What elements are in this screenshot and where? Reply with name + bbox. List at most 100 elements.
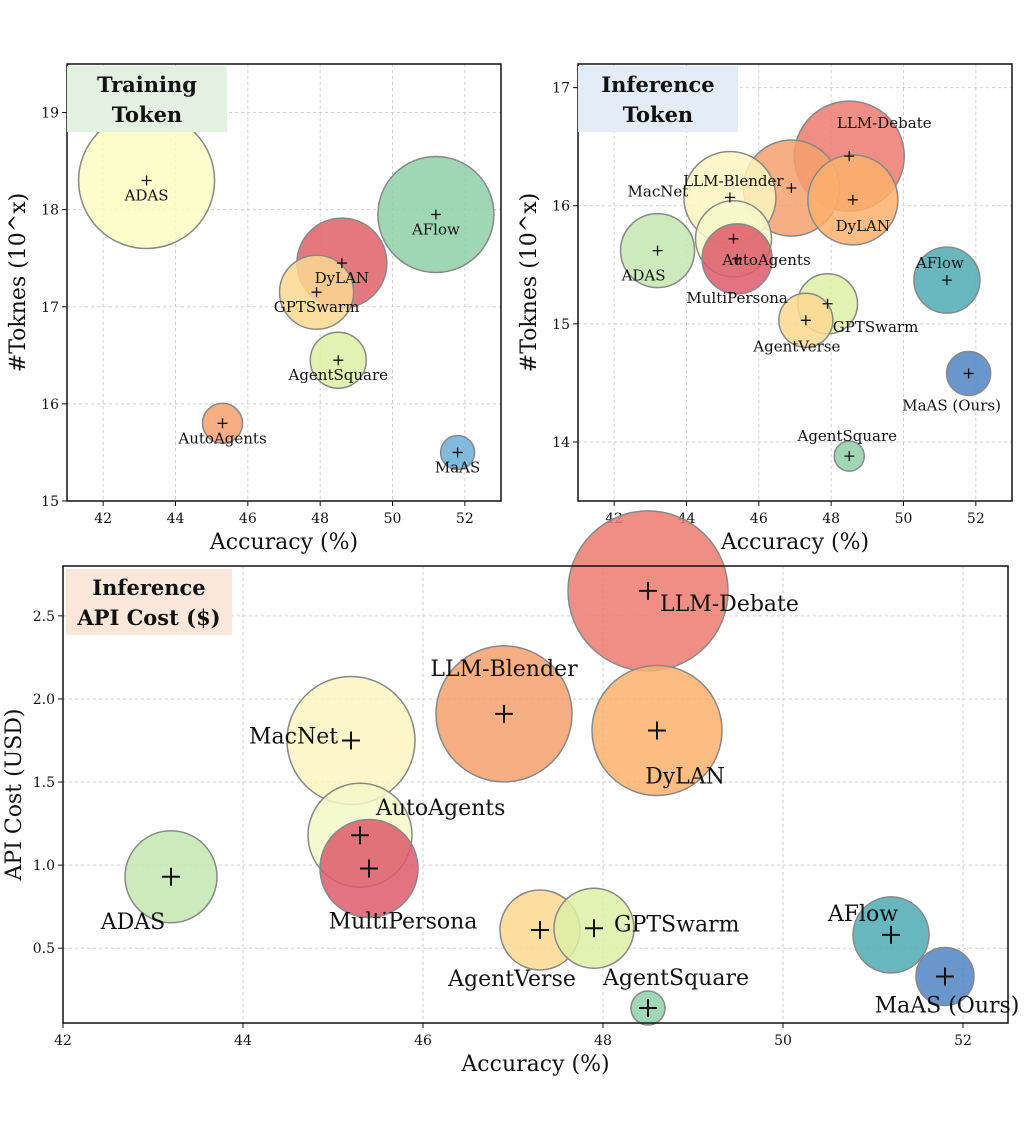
y-tick-label: 17 xyxy=(552,81,570,97)
x-tick-label: 50 xyxy=(384,511,402,527)
y-tick-label: 2.5 xyxy=(33,609,55,625)
marker-llm-debate xyxy=(639,581,657,600)
point-label-adas: ADAS xyxy=(621,267,666,285)
marker-maas-ours xyxy=(936,967,954,986)
y-tick-label: 17 xyxy=(41,300,59,316)
chart-panel-2: LLM-Blender LLM-Debate MacNet DyLAN ADAS Mult… xyxy=(517,63,1013,555)
panel-title-box xyxy=(67,66,227,132)
marker-dylan xyxy=(847,194,858,205)
point-label-llm-debate: LLM-Debate xyxy=(837,114,932,132)
y-tick-label: 0.5 xyxy=(33,941,55,957)
panel-title-line: Token xyxy=(112,102,182,127)
x-tick-label: 44 xyxy=(167,511,185,527)
chart-panel-3: LLM-Debate LLM-Blender DyLAN MacNet MultiPer… xyxy=(2,510,1020,1077)
panel-title-box xyxy=(66,569,232,635)
point-label-aflow: AFlow xyxy=(915,254,964,272)
marker-macnet xyxy=(342,731,360,750)
marker-multipersona xyxy=(360,859,378,878)
panel-title-line: API Cost ($) xyxy=(76,605,220,630)
point-label-llm-blender: LLM-Blender xyxy=(683,172,784,190)
point-label-dylan: DyLAN xyxy=(836,217,890,235)
marker-llm-blender xyxy=(495,704,513,723)
point-label-maas-ours: MaAS (Ours) xyxy=(902,396,1001,414)
plot-frame xyxy=(62,565,1009,1024)
panel-title-line: Training xyxy=(97,72,197,97)
point-label-maas-ours: MaAS (Ours) xyxy=(875,993,1020,1018)
marker-dylan xyxy=(648,721,666,740)
x-tick-label: 52 xyxy=(456,511,474,527)
point-label-agentsquare: AgentSquare xyxy=(602,966,749,991)
y-tick-label: 18 xyxy=(41,203,59,219)
point-label-macnet: MacNet xyxy=(249,724,338,749)
x-tick-label: 52 xyxy=(967,511,985,527)
point-label-aflow: AFlow xyxy=(411,221,460,239)
point-label-agentsquare: AgentSquare xyxy=(796,427,897,445)
point-label-adas: ADAS xyxy=(124,187,169,205)
point-label-llm-blender: LLM-Blender xyxy=(430,657,578,682)
x-tick-label: 42 xyxy=(54,1033,72,1049)
y-tick-label: 15 xyxy=(552,317,570,333)
x-tick-label: 48 xyxy=(822,511,840,527)
panel-title-box xyxy=(578,66,738,132)
marker-macnet xyxy=(724,192,735,203)
y-axis-label: API Cost (USD) xyxy=(2,709,27,882)
x-tick-label: 48 xyxy=(311,511,329,527)
marker-dylan xyxy=(336,258,347,269)
marker-agentsquare xyxy=(639,999,657,1018)
y-tick-label: 16 xyxy=(552,199,570,215)
point-label-maas: MaAS xyxy=(435,458,480,476)
x-axis-label: Accuracy (%) xyxy=(209,530,358,555)
marker-adas xyxy=(652,245,663,256)
x-tick-label: 46 xyxy=(414,1033,432,1049)
y-axis-label: #Toknes (10^x) xyxy=(517,193,542,372)
point-label-agentsquare: AgentSquare xyxy=(287,366,388,384)
y-tick-label: 2.0 xyxy=(33,692,55,708)
x-tick-label: 46 xyxy=(239,511,257,527)
marker-autoagents xyxy=(351,826,369,845)
marker-aflow xyxy=(882,925,900,944)
point-label-agentverse: AgentVerse xyxy=(447,967,576,992)
y-tick-label: 1.5 xyxy=(33,775,55,791)
point-label-aflow: AFlow xyxy=(827,902,898,927)
plot-frame xyxy=(577,63,1013,502)
point-label-autoagents: AutoAgents xyxy=(721,251,810,269)
point-label-adas: ADAS xyxy=(100,910,166,935)
panel-title-line: Inference xyxy=(92,575,205,600)
marker-agentverse xyxy=(800,315,811,326)
marker-gptswarm xyxy=(822,298,833,309)
point-label-macnet: MacNet xyxy=(628,182,689,200)
marker-maas xyxy=(452,447,463,458)
point-label-gptswarm: GPTSwarm xyxy=(614,912,740,937)
y-axis-label: #Toknes (10^x) xyxy=(6,193,31,372)
point-label-multipersona: MultiPersona xyxy=(686,289,787,307)
point-label-autoagents: AutoAgents xyxy=(177,429,266,447)
marker-multipersona xyxy=(732,253,743,264)
point-label-multipersona: MultiPersona xyxy=(329,909,478,934)
marker-gptswarm xyxy=(311,287,322,298)
panel-title-line: Token xyxy=(623,102,693,127)
point-label-gptswarm: GPTSwarm xyxy=(274,298,360,316)
point-label-dylan: DyLAN xyxy=(315,269,369,287)
x-tick-label: 46 xyxy=(750,511,768,527)
point-label-dylan: DyLAN xyxy=(645,765,725,790)
x-tick-label: 44 xyxy=(234,1033,252,1049)
point-label-autoagents: AutoAgents xyxy=(375,796,505,821)
marker-agentsquare xyxy=(844,451,855,462)
marker-aflow xyxy=(941,275,952,286)
x-tick-label: 48 xyxy=(594,1033,612,1049)
y-tick-label: 15 xyxy=(41,494,59,510)
marker-agentsquare xyxy=(333,355,344,366)
marker-aflow xyxy=(430,209,441,220)
chart-panel-1: ADAS AFlow DyLAN GPTSwarm AgentSquare AutoAge… xyxy=(6,63,502,555)
point-label-llm-debate: LLM-Debate xyxy=(660,592,799,617)
marker-adas xyxy=(162,867,180,886)
panel-title-line: Inference xyxy=(601,72,714,97)
y-tick-label: 16 xyxy=(41,397,59,413)
marker-agentverse xyxy=(531,920,549,939)
y-tick-label: 19 xyxy=(41,106,59,122)
x-axis-label: Accuracy (%) xyxy=(720,530,869,555)
marker-adas xyxy=(141,175,152,186)
marker-llm-debate xyxy=(844,151,855,162)
point-label-agentverse: AgentVerse xyxy=(752,337,840,355)
